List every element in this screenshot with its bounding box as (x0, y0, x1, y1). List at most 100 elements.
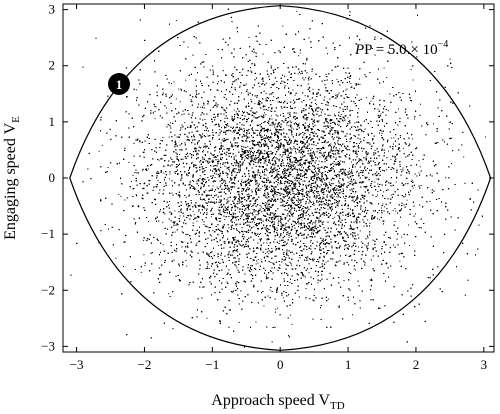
scatter-point (298, 55, 300, 57)
scatter-point (295, 186, 297, 188)
scatter-point (309, 106, 311, 107)
scatter-point (238, 321, 240, 323)
scatter-point (393, 244, 394, 246)
scatter-point (177, 156, 178, 158)
scatter-point (334, 113, 335, 115)
scatter-point (346, 96, 348, 97)
scatter-point (221, 127, 222, 129)
scatter-point (419, 166, 421, 168)
scatter-point (203, 149, 205, 151)
scatter-point (387, 110, 389, 112)
scatter-point (274, 168, 276, 170)
scatter-point (186, 265, 188, 267)
scatter-point (281, 182, 283, 184)
scatter-point (262, 185, 264, 187)
scatter-point (185, 196, 187, 198)
scatter-point (382, 203, 384, 205)
scatter-point (254, 159, 256, 161)
scatter-point (376, 164, 378, 166)
scatter-point (228, 125, 230, 127)
scatter-point (359, 158, 361, 160)
scatter-point (162, 137, 164, 138)
scatter-point (366, 247, 368, 249)
scatter-point (412, 138, 414, 140)
scatter-point (295, 184, 297, 185)
scatter-point (346, 97, 348, 98)
scatter-point (124, 199, 126, 201)
scatter-point (155, 106, 157, 108)
scatter-point (349, 110, 351, 112)
scatter-point (411, 179, 413, 181)
scatter-point (260, 188, 262, 189)
scatter-point (308, 272, 310, 274)
scatter-point (322, 212, 324, 214)
scatter-point (360, 125, 362, 127)
scatter-point (226, 281, 228, 283)
scatter-point (312, 222, 314, 224)
scatter-point (282, 201, 284, 203)
scatter-point (303, 170, 305, 172)
scatter-point (226, 148, 228, 150)
scatter-point (289, 204, 291, 206)
scatter-point (339, 213, 341, 215)
scatter-point (311, 232, 313, 234)
scatter-point (309, 98, 311, 100)
scatter-point (330, 183, 332, 185)
scatter-point (392, 209, 394, 211)
scatter-point (275, 255, 277, 257)
scatter-point (286, 242, 288, 244)
scatter-point (268, 208, 270, 210)
scatter-point (262, 104, 264, 106)
scatter-point (195, 167, 197, 169)
scatter-point (218, 220, 220, 222)
scatter-point (268, 253, 270, 255)
scatter-point (245, 157, 247, 159)
scatter-point (364, 210, 366, 212)
scatter-point (228, 200, 230, 202)
scatter-point (309, 226, 311, 228)
scatter-point (293, 253, 295, 255)
scatter-point (186, 214, 188, 216)
scatter-point (354, 122, 356, 124)
scatter-point (379, 219, 380, 221)
scatter-point (317, 135, 319, 137)
scatter-point (337, 194, 339, 196)
scatter-point (359, 143, 360, 144)
scatter-point (336, 78, 338, 80)
scatter-point (206, 265, 208, 267)
scatter-point (236, 267, 238, 269)
scatter-point (358, 108, 360, 109)
scatter-point (263, 122, 265, 124)
scatter-point (360, 241, 362, 243)
scatter-point (311, 148, 313, 150)
scatter-point (304, 95, 306, 97)
scatter-point (245, 232, 247, 234)
scatter-point (200, 197, 201, 199)
scatter-point (273, 200, 275, 201)
scatter-point (308, 86, 310, 88)
scatter-point (349, 167, 350, 169)
scatter-point (147, 168, 149, 170)
scatter-point (352, 242, 354, 244)
scatter-point (193, 214, 195, 216)
scatter-point (118, 193, 120, 195)
scatter-point (162, 244, 164, 246)
scatter-point (359, 230, 361, 232)
scatter-point (406, 199, 408, 201)
scatter-point (252, 131, 254, 133)
scatter-point (250, 157, 252, 159)
scatter-point (265, 202, 267, 204)
scatter-point (328, 190, 330, 192)
scatter-point (330, 143, 332, 145)
scatter-point (206, 317, 208, 319)
scatter-point (257, 185, 259, 187)
scatter-point (292, 176, 294, 178)
scatter-point (276, 134, 278, 136)
scatter-point (248, 113, 250, 115)
scatter-point (280, 220, 281, 222)
scatter-point (293, 128, 295, 130)
scatter-point (291, 149, 293, 151)
scatter-point (288, 172, 290, 174)
scatter-point (212, 230, 214, 232)
scatter-point (350, 171, 352, 173)
